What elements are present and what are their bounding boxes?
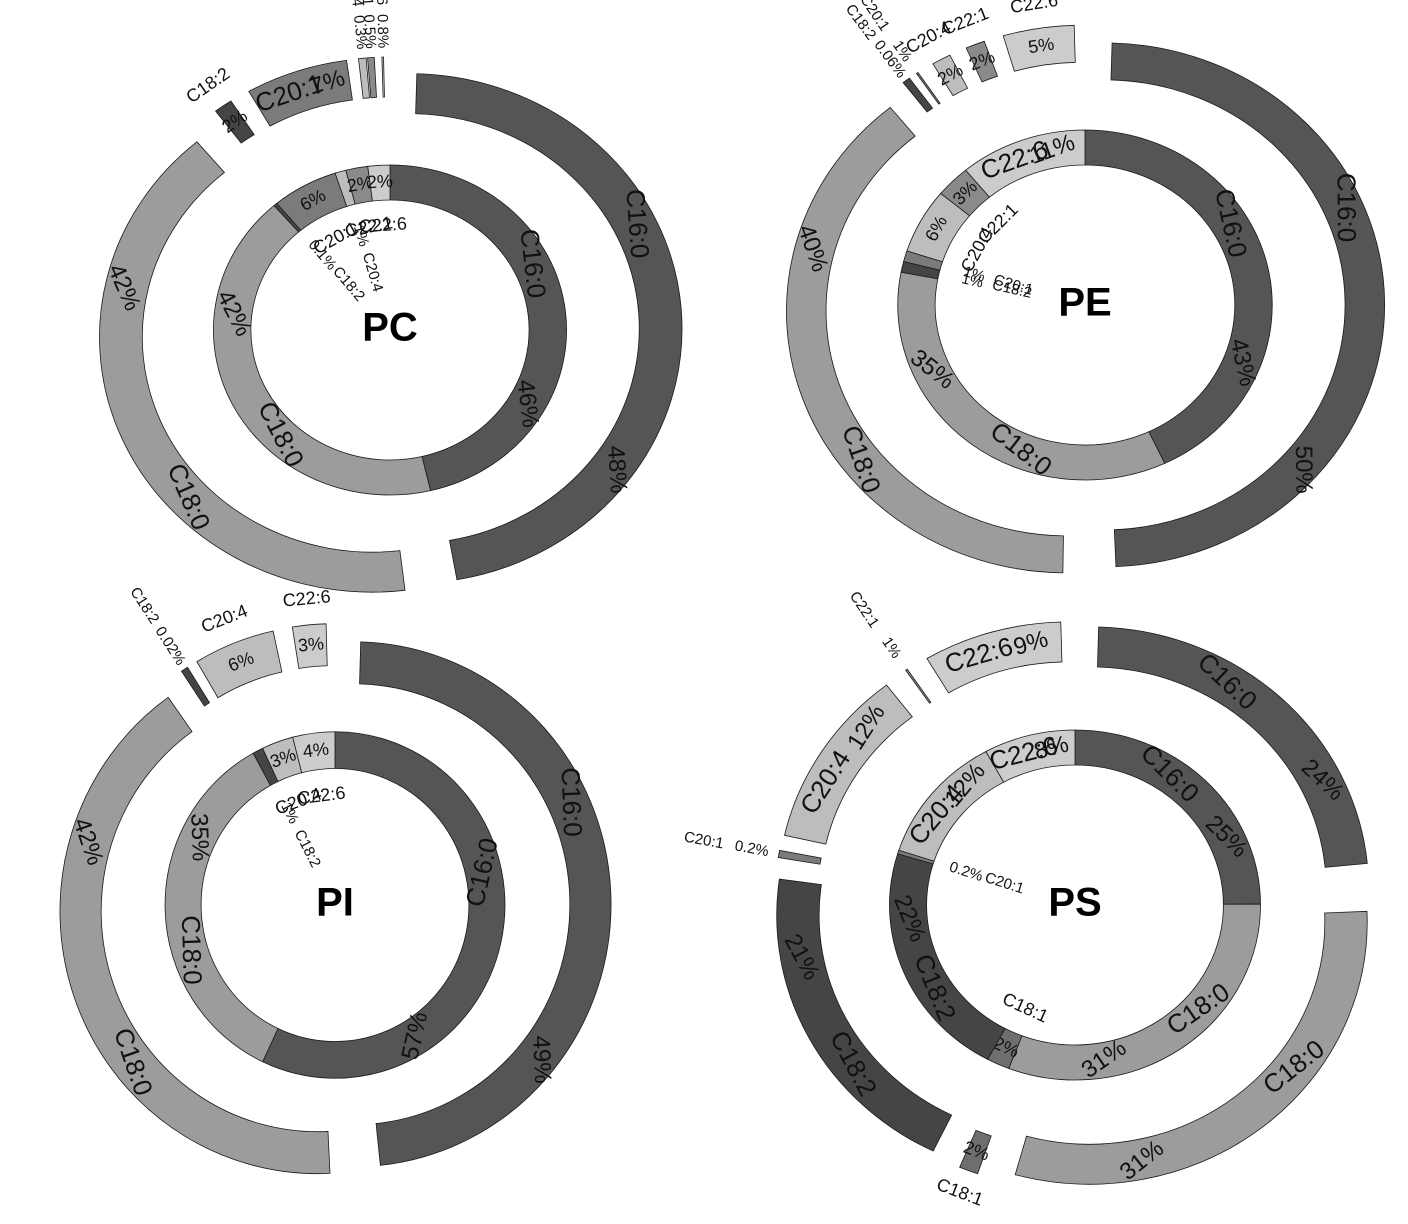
ps-outer-name-c18-1: C18:1 [934,1174,986,1210]
pc-outer-slice-c20-1 [248,59,353,127]
pc-inner-value-c22-6: 2% [366,171,393,193]
chart-ps: C16:025%C18:031%2%C18:1C18:222%0.2%C20:1… [683,588,1368,1210]
pc-outer-name-c22-6: C22:6 [372,0,390,5]
pi-inner-name-c18-0: C18:0 [176,915,208,985]
ps-inner-name-c18-1: C18:1 [999,989,1051,1027]
pe-outer-name-c22-1: C22:1 [939,3,991,39]
ps-outer-slice-c18-1 [959,1129,992,1175]
pe-inner-name-c22-1: C22:1 [974,199,1022,247]
pe-outer-slice-c20-1 [915,71,941,105]
pc-inner-name-c22-6: C22:6 [358,213,407,236]
pi-outer-value-c22-6: 3% [297,633,325,655]
pi-inner-slice-c18-0 [164,752,279,1063]
pc-outer-slice-c18-0 [99,141,406,593]
pc-inner-slice-c18-0 [213,205,432,496]
chart-pe: C16:043%C18:035%1% C18:21% C20:16% C20:43%C… [786,0,1386,574]
chart-pc: C16:046%C18:042%0.1%C18:26%C20:11%C20:42… [99,0,683,593]
pc-outer-value-c22-1: 0.5% [360,14,379,49]
ps-inner-value-c20-1: 0.2% [947,859,985,886]
pi-outer-slice-c18-2 [180,666,211,707]
ps-outer-slice-c18-0 [1014,910,1368,1185]
pe-outer-slice-c22-1 [965,40,999,83]
pi-inner-name-c22-6: C22:6 [296,783,346,809]
ps-outer-slice-c20-4 [784,684,913,845]
pi-outer-slice-c18-0 [59,696,331,1175]
pe-outer-slice-c20-4 [932,54,969,97]
pi-outer-name-c18-2: C18:2 [126,584,162,627]
pc-outer-slice-c22-1 [367,56,377,99]
pi-outer-slice-c16-0 [359,641,612,1166]
pc-inner-slice-c22-6 [367,164,391,202]
pi-outer-name-c22-6: C22:6 [282,586,332,610]
pc-inner-name-c18-2: C18:2 [329,263,368,304]
pc-outer-value-c20-4: 0.3% [350,14,370,50]
pi-outer-slice-c22-6 [291,623,328,669]
pe-outer-value-c16-0: 50% [1290,446,1317,494]
pe-outer-slice-c18-2 [902,77,934,113]
chart-pi: C16:057%C18:035% 1%C18:23%C20:44%C22:6 C16… [59,584,612,1175]
pe-outer-slice-c22-6 [1002,24,1076,72]
pc-inner-slice-c16-0 [389,164,567,492]
pe-inner-slice-c16-0 [1084,129,1273,464]
ps-outer-slice-c22-6 [926,621,1063,694]
pe-inner-value-c20-1: 1% [961,263,987,285]
pc-outer-name-c20-4: C20:4 [345,0,366,7]
pi-outer-name-c16-0: C16:0 [556,767,589,837]
chart-title-ps: PS [1048,881,1101,925]
pi-inner-value-c16-0: 57% [397,1009,434,1062]
ps-outer-value-c20-1: 0.2% [733,837,770,860]
ps-outer-slice-c16-0 [1097,626,1368,868]
chart-title-pc: PC [362,306,418,350]
pc-outer-name-c16-0: C16:0 [620,188,655,259]
pc-inner-value-c20-4: 1% [350,223,372,249]
pi-inner-slice-c16-0 [262,731,506,1079]
pi-outer-slice-c20-4 [196,630,283,699]
pc-outer-slice-c16-0 [415,73,683,581]
pe-outer-name-c22-6: C22:6 [1009,0,1060,17]
pe-outer-name-c16-0: C16:0 [1331,173,1361,243]
pi-inner-value-c18-0: 35% [185,813,213,862]
pi-outer-value-c16-0: 49% [527,1035,556,1084]
pc-outer-slice-c22-6 [381,56,385,98]
ps-inner-name-c20-1: C20:1 [983,869,1026,897]
pe-inner-slice-c22-6 [965,129,1086,198]
ps-outer-slice-c20-1 [777,849,822,865]
pe-outer-slice-c18-0 [786,106,1064,574]
pc-outer-slice-c20-4 [358,57,370,99]
chart-title-pi: PI [316,881,354,925]
pi-inner-value-c22-6: 4% [302,739,330,762]
ps-inner-slice-c22-6 [985,729,1076,783]
pc-inner-value-c16-0: 46% [512,378,544,429]
ps-outer-slice-c18-2 [776,878,953,1152]
chart-title-pe: PE [1058,281,1111,325]
pe-outer-slice-c16-0 [1110,42,1386,568]
pi-inner-name-c18-2: C18:2 [291,827,324,870]
pc-outer-name-c18-2: C18:2 [182,63,233,107]
pi-inner-slice-c22-6 [292,731,336,774]
pe-outer-value-c22-6: 5% [1027,34,1056,58]
pc-outer-value-c16-0: 48% [602,445,632,495]
ps-outer-value-c22-1: 1% [878,634,904,661]
pc-inner-name-c16-0: C16:0 [514,227,552,299]
pi-outer-name-c20-4: C20:4 [198,600,250,636]
ps-outer-name-c22-1: C22:1 [846,588,882,631]
pe-inner-value-c18-2: 1% [960,270,985,291]
pc-outer-value-c22-6: 0.8% [374,14,392,49]
pi-outer-value-c18-2: 0.02% [152,624,189,669]
pc-outer-slice-c18-2 [214,100,255,144]
ps-outer-slice-c22-1 [905,668,932,704]
pc-outer-name-c22-1: C22:1 [357,0,377,6]
ps-outer-name-c20-1: C20:1 [683,829,725,853]
